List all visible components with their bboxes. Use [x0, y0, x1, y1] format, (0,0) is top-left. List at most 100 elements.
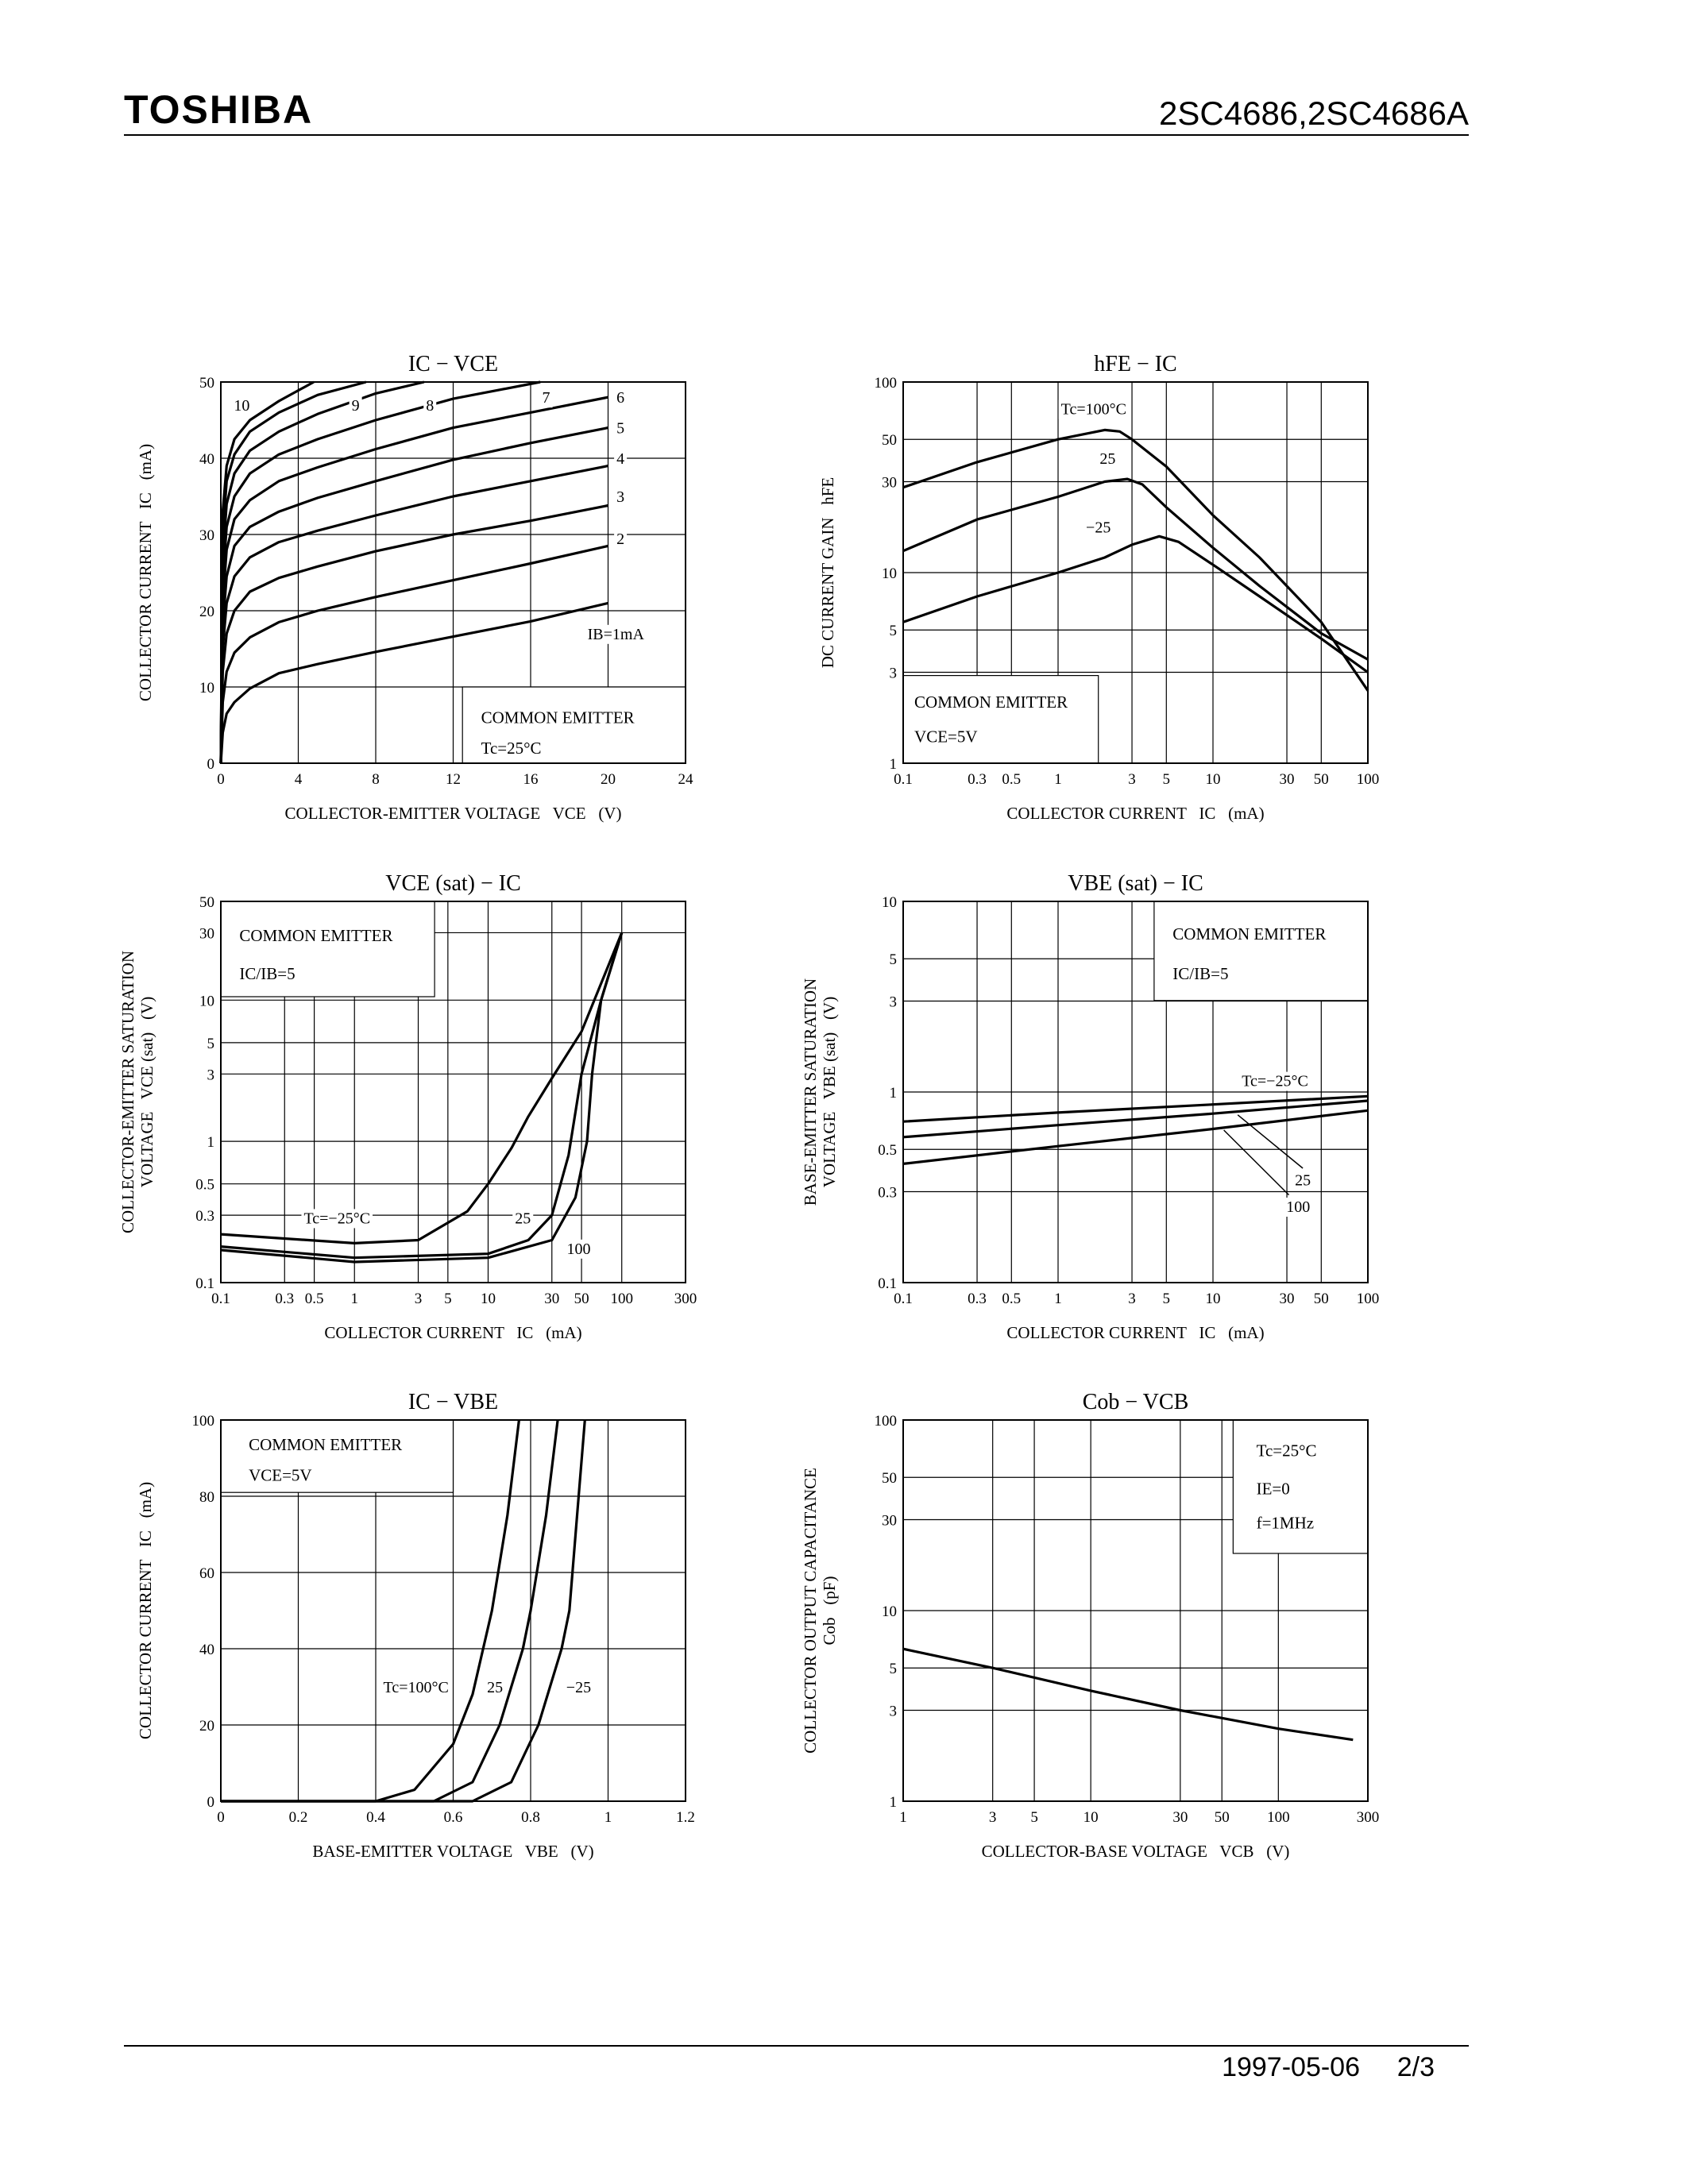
pointer-arrow: [1223, 1129, 1290, 1196]
x-tick-label: 0.1: [894, 771, 913, 788]
y-tick-label: 0: [207, 1794, 215, 1811]
y-tick-label: 5: [890, 623, 898, 639]
x-tick-label: 0.6: [444, 1809, 463, 1826]
y-tick-label: 0.3: [195, 1208, 214, 1225]
x-tick-label: 10: [1206, 1291, 1221, 1307]
curve-label: 25: [487, 1679, 503, 1696]
curve: [221, 1419, 559, 1803]
x-tick-label: 8: [372, 771, 380, 788]
x-tick-label: 3: [1128, 771, 1136, 788]
x-tick-label: 3: [415, 1291, 423, 1307]
annotation: IC/IB=5: [1172, 964, 1228, 983]
x-axis-label: COLLECTOR CURRENT IC (mA): [324, 1323, 581, 1342]
curve: [219, 544, 608, 764]
label-background: [585, 624, 647, 644]
y-tick-label: 3: [207, 1067, 215, 1083]
curve-label: 6: [616, 389, 624, 407]
y-tick-label: 100: [192, 1413, 215, 1430]
x-tick-label: 100: [1357, 771, 1380, 788]
label-background: [614, 529, 628, 549]
x-tick-label: 1.2: [676, 1809, 695, 1826]
curve-label: −25: [1086, 519, 1111, 536]
y-tick-label: 10: [882, 1603, 897, 1620]
y-tick-label: 5: [890, 1661, 898, 1677]
y-axis-label: DC CURRENT GAIN hFE: [818, 477, 837, 669]
label-background: [564, 1239, 593, 1259]
x-tick-label: 50: [574, 1291, 589, 1307]
curve-label: Tc=100°C: [384, 1679, 449, 1696]
annotation: f=1MHz: [1257, 1514, 1315, 1533]
y-tick-label: 20: [199, 1718, 214, 1734]
y-axis-label: VOLTAGE VBE (sat) (V): [820, 997, 839, 1187]
y-axis-label: COLLECTOR CURRENT IC (mA): [136, 444, 155, 701]
y-tick-label: 10: [199, 993, 214, 1009]
plot-frame: [220, 901, 686, 1283]
curve-label: 5: [616, 420, 624, 438]
y-tick-label: 50: [199, 894, 214, 911]
curve: [902, 428, 1369, 692]
label-background: [539, 388, 553, 408]
curve-label: 8: [426, 397, 434, 415]
y-tick-label: 3: [890, 1703, 898, 1719]
y-tick-label: 30: [199, 527, 214, 544]
x-tick-label: 0.3: [275, 1291, 294, 1307]
y-tick-label: 40: [199, 1642, 214, 1658]
label-background: [614, 488, 628, 507]
curve: [219, 396, 608, 764]
curve: [902, 1099, 1369, 1139]
brand: TOSHIBA: [124, 87, 313, 132]
x-tick-label: 20: [601, 771, 616, 788]
chart-panel: IC − VBE 0 0.2 0.4 0.6 0.8 1 1.2 0 20 40 60 80 100 COM…: [136, 1390, 695, 1861]
x-tick-label: 0.4: [366, 1809, 385, 1826]
x-tick-label: 50: [1215, 1809, 1230, 1826]
label-background: [423, 396, 437, 415]
x-tick-label: 1: [350, 1291, 358, 1307]
label-background: [301, 1209, 373, 1229]
y-tick-label: 10: [199, 680, 214, 696]
y-tick-label: 30: [199, 925, 214, 942]
x-tick-label: 5: [1163, 771, 1171, 788]
curve: [902, 534, 1369, 673]
y-tick-label: 3: [890, 994, 898, 1010]
y-axis-label: COLLECTOR-EMITTER SATURATION: [118, 951, 137, 1233]
x-tick-label: 1: [1054, 1291, 1062, 1307]
label-background: [1083, 518, 1114, 538]
curve-label: 100: [1286, 1198, 1310, 1216]
curve: [902, 1094, 1369, 1123]
curve-label: Tc=−25°C: [1242, 1073, 1308, 1090]
annotation: Tc=25°C: [481, 739, 542, 758]
curve: [219, 380, 541, 764]
x-tick-label: 50: [1314, 771, 1329, 788]
annotation: VCE=5V: [249, 1466, 312, 1485]
y-tick-label: 0: [207, 756, 215, 773]
curve: [219, 380, 367, 764]
y-tick-label: 50: [882, 1470, 897, 1487]
x-axis-label: COLLECTOR CURRENT IC (mA): [1006, 804, 1264, 823]
y-tick-label: 40: [199, 451, 214, 468]
label-background: [614, 388, 628, 408]
label-background: [512, 1209, 534, 1229]
x-tick-label: 30: [1280, 771, 1295, 788]
y-tick-label: 1: [207, 1134, 215, 1151]
curve: [221, 1419, 520, 1803]
x-tick-label: 5: [1030, 1809, 1038, 1826]
x-axis-label: BASE-EMITTER VOLTAGE VBE (V): [312, 1842, 593, 1861]
y-tick-label: 0.3: [878, 1184, 897, 1201]
x-tick-label: 1: [899, 1809, 907, 1826]
x-tick-label: 100: [610, 1291, 633, 1307]
label-background: [231, 396, 253, 415]
curve: [221, 1419, 586, 1803]
curve-label: 100: [566, 1241, 590, 1258]
label-background: [1239, 1071, 1311, 1091]
annotation-box: [1153, 901, 1369, 1001]
label-background: [563, 1678, 594, 1697]
y-axis-label: VOLTAGE VCE (sat) (V): [137, 997, 156, 1187]
x-tick-label: 100: [1267, 1809, 1290, 1826]
label-background: [380, 1678, 451, 1697]
chart-title: IC − VCE: [408, 352, 498, 376]
y-tick-label: 30: [882, 474, 897, 491]
annotation-box: [1232, 1419, 1369, 1554]
x-tick-label: 0.1: [211, 1291, 230, 1307]
curve-label: 7: [543, 389, 550, 407]
